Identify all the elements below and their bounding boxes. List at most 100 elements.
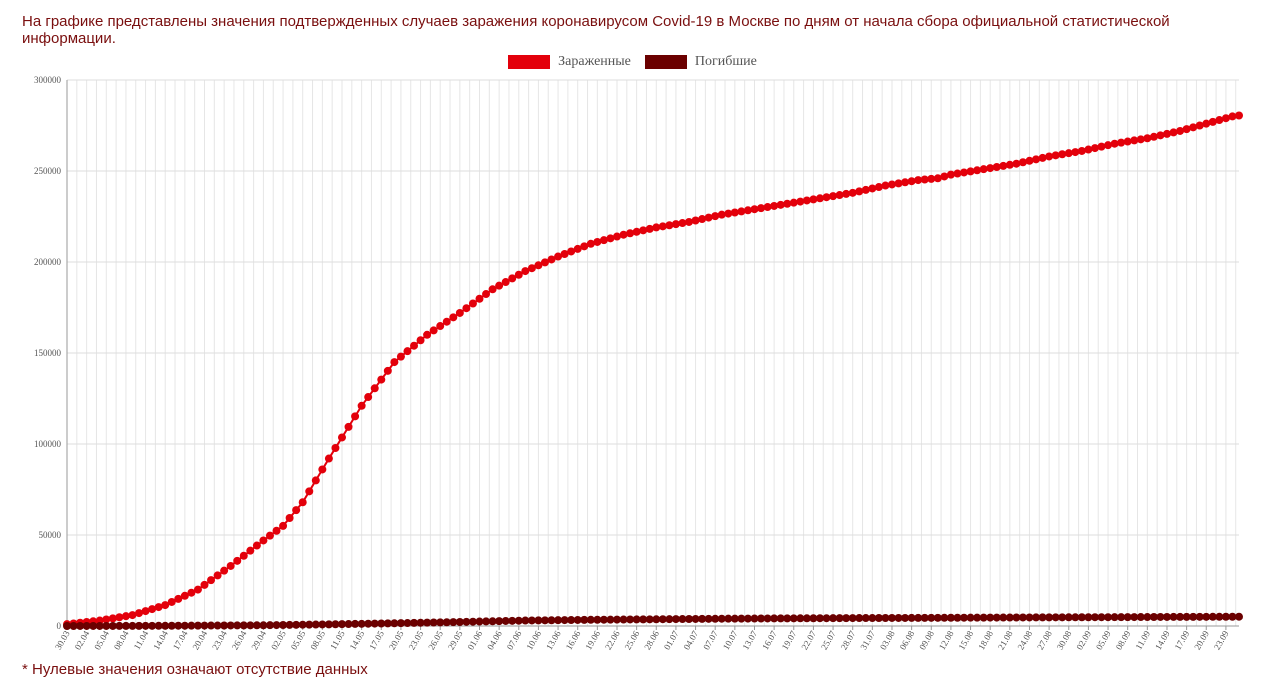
data-point-deaths — [488, 617, 497, 626]
x-tick-label: 11.09 — [1133, 629, 1152, 652]
data-point-deaths — [737, 614, 746, 623]
data-point-infected — [619, 230, 628, 239]
y-tick-label: 150000 — [34, 348, 62, 358]
data-point-deaths — [946, 613, 955, 622]
data-point-deaths — [292, 620, 301, 629]
data-point-infected — [914, 176, 923, 185]
data-point-infected — [789, 198, 798, 207]
data-point-deaths — [1149, 613, 1158, 622]
x-tick-label: 08.05 — [308, 629, 327, 652]
data-point-deaths — [861, 614, 870, 623]
data-point-deaths — [1182, 612, 1191, 621]
data-point-infected — [501, 278, 510, 287]
data-point-infected — [848, 188, 857, 197]
data-point-infected — [671, 220, 680, 229]
data-point-infected — [1215, 116, 1224, 125]
data-point-deaths — [514, 616, 523, 625]
data-point-infected — [802, 196, 811, 205]
data-point-infected — [102, 615, 111, 624]
data-point-deaths — [220, 621, 229, 630]
data-point-deaths — [829, 614, 838, 623]
data-point-infected — [449, 313, 458, 322]
data-point-deaths — [1143, 613, 1152, 622]
data-point-deaths — [351, 619, 360, 628]
data-point-deaths — [76, 621, 85, 630]
data-point-infected — [933, 174, 942, 183]
x-tick-label: 14.09 — [1153, 629, 1172, 652]
data-point-deaths — [1156, 612, 1165, 621]
data-point-infected — [554, 252, 563, 261]
x-tick-label: 10.07 — [721, 629, 740, 652]
data-point-infected — [311, 476, 320, 485]
x-tick-label: 31.07 — [858, 629, 877, 652]
data-point-infected — [488, 285, 497, 294]
data-point-deaths — [1208, 612, 1217, 621]
data-point-deaths — [848, 614, 857, 623]
data-point-deaths — [652, 615, 661, 624]
x-tick-label: 05.04 — [92, 629, 111, 652]
data-point-infected — [652, 223, 661, 232]
data-point-infected — [383, 366, 392, 375]
x-tick-label: 08.09 — [1114, 629, 1133, 652]
data-point-infected — [292, 506, 301, 515]
legend-item-infected[interactable]: Зараженные — [508, 54, 631, 70]
data-point-deaths — [1005, 613, 1014, 622]
data-point-deaths — [960, 613, 969, 622]
data-point-deaths — [318, 620, 327, 629]
data-point-infected — [115, 613, 124, 622]
x-tick-label: 26.04 — [230, 629, 249, 652]
data-point-infected — [737, 207, 746, 216]
footnote: * Нулевые значения означают отсутствие д… — [22, 661, 368, 678]
data-point-deaths — [403, 619, 412, 628]
data-point-infected — [665, 221, 674, 230]
data-point-deaths — [357, 619, 366, 628]
legend-item-deaths[interactable]: Погибшие — [644, 54, 757, 70]
data-point-deaths — [691, 614, 700, 623]
data-point-deaths — [1051, 613, 1060, 622]
data-point-deaths — [1038, 613, 1047, 622]
data-point-deaths — [115, 621, 124, 630]
x-tick-label: 17.04 — [171, 629, 190, 652]
data-point-infected — [547, 255, 556, 264]
x-tick-label: 17.09 — [1173, 629, 1192, 652]
data-point-deaths — [233, 621, 242, 630]
data-point-infected — [730, 208, 739, 217]
y-tick-label: 250000 — [34, 166, 62, 176]
data-point-infected — [743, 206, 752, 215]
data-point-infected — [429, 326, 438, 335]
data-point-infected — [1202, 119, 1211, 128]
data-point-deaths — [874, 614, 883, 623]
data-point-deaths — [619, 615, 628, 624]
data-point-deaths — [508, 616, 517, 625]
data-point-infected — [128, 611, 137, 620]
x-tick-label: 02.05 — [269, 629, 288, 652]
x-tick-label: 11.04 — [132, 629, 151, 652]
x-tick-label: 19.07 — [780, 629, 799, 652]
y-tick-label: 200000 — [34, 257, 62, 267]
data-point-deaths — [108, 621, 117, 630]
data-point-infected — [1228, 112, 1237, 121]
data-point-deaths — [534, 616, 543, 625]
data-point-infected — [1005, 160, 1014, 169]
data-point-deaths — [436, 618, 445, 627]
data-point-infected — [750, 205, 759, 214]
y-tick-label: 100000 — [34, 439, 62, 449]
data-point-deaths — [1025, 613, 1034, 622]
x-tick-label: 16.06 — [564, 629, 583, 652]
data-point-deaths — [180, 621, 189, 630]
legend-swatch-infected — [508, 55, 551, 69]
x-tick-label: 07.07 — [701, 629, 720, 652]
data-point-deaths — [1090, 613, 1099, 622]
data-point-deaths — [1189, 612, 1198, 621]
data-point-deaths — [704, 614, 713, 623]
data-point-deaths — [626, 615, 635, 624]
data-point-deaths — [835, 614, 844, 623]
data-point-deaths — [416, 618, 425, 627]
data-point-infected — [685, 217, 694, 226]
data-point-deaths — [305, 620, 314, 629]
data-point-deaths — [396, 619, 405, 628]
data-point-infected — [940, 172, 949, 181]
data-point-deaths — [927, 613, 936, 622]
x-tick-label: 14.05 — [348, 629, 367, 652]
x-tick-label: 08.04 — [112, 629, 131, 652]
